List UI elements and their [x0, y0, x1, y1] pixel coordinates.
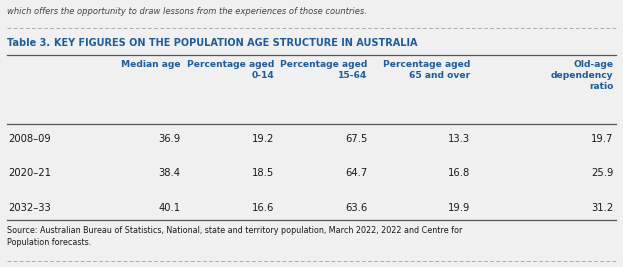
Text: KEY FIGURES ON THE POPULATION AGE STRUCTURE IN AUSTRALIA: KEY FIGURES ON THE POPULATION AGE STRUCT… [54, 38, 417, 48]
Text: 19.2: 19.2 [252, 134, 274, 143]
Text: 19.9: 19.9 [448, 203, 470, 213]
Text: Percentage aged
0-14: Percentage aged 0-14 [187, 60, 274, 80]
Text: 2008–09: 2008–09 [9, 134, 52, 143]
Text: Source: Australian Bureau of Statistics, National, state and territory populatio: Source: Australian Bureau of Statistics,… [7, 226, 463, 247]
Text: Percentage aged
65 and over: Percentage aged 65 and over [383, 60, 470, 80]
Text: Old-age
dependency
ratio: Old-age dependency ratio [551, 60, 614, 91]
Text: 18.5: 18.5 [252, 168, 274, 178]
Text: 40.1: 40.1 [158, 203, 181, 213]
Text: 25.9: 25.9 [591, 168, 614, 178]
Text: which offers the opportunity to draw lessons from the experiences of those count: which offers the opportunity to draw les… [7, 7, 368, 16]
Text: 13.3: 13.3 [448, 134, 470, 143]
Text: Median age: Median age [121, 60, 181, 69]
Text: Percentage aged
15-64: Percentage aged 15-64 [280, 60, 368, 80]
Text: 63.6: 63.6 [345, 203, 368, 213]
Text: 36.9: 36.9 [158, 134, 181, 143]
Text: 19.7: 19.7 [591, 134, 614, 143]
Text: 38.4: 38.4 [159, 168, 181, 178]
Text: 64.7: 64.7 [345, 168, 368, 178]
Text: 16.8: 16.8 [448, 168, 470, 178]
Text: 67.5: 67.5 [345, 134, 368, 143]
Text: 31.2: 31.2 [591, 203, 614, 213]
Text: 16.6: 16.6 [252, 203, 274, 213]
Text: 2020–21: 2020–21 [9, 168, 52, 178]
Text: Table 3.: Table 3. [7, 38, 50, 48]
Text: 2032–33: 2032–33 [9, 203, 52, 213]
